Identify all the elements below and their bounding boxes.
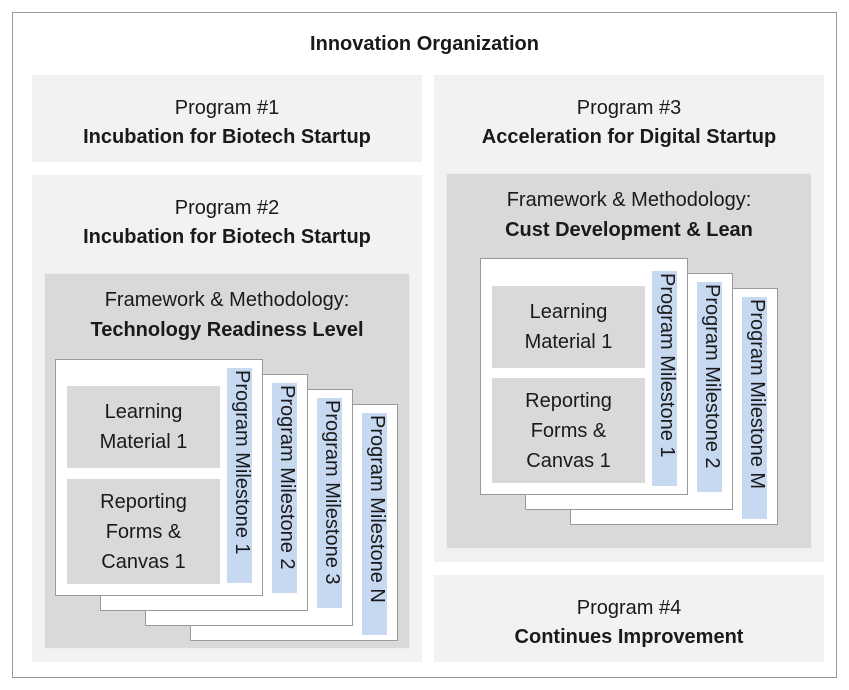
milestone-left-2-label: Program Milestone 2 xyxy=(272,383,297,593)
milestone-left-3-label: Program Milestone 3 xyxy=(317,398,342,608)
framework-right-label: Framework & Methodology: xyxy=(506,189,752,211)
reporting-forms-right: Reporting Forms & Canvas 1 xyxy=(492,378,645,483)
milestone-right-1-label: Program Milestone 1 xyxy=(652,271,677,486)
milestone-left-n-label: Program Milestone N xyxy=(362,413,387,635)
program-1-panel: Program #1 Incubation for Biotech Startu… xyxy=(32,75,422,162)
program-2-number: Program #2 xyxy=(174,197,280,219)
framework-right-name: Cust Development & Lean xyxy=(505,219,753,241)
milestone-card-left-1: Program Milestone 1 Learning Material 1 … xyxy=(55,359,263,596)
milestone-card-right-1: Program Milestone 1 Learning Material 1 … xyxy=(480,258,688,495)
program-1-number: Program #1 xyxy=(174,97,280,119)
program-3-name: Acceleration for Digital Startup xyxy=(481,126,777,148)
milestone-right-m-label: Program Milestone M xyxy=(742,297,767,519)
program-3-number: Program #3 xyxy=(576,97,682,119)
framework-left-label: Framework & Methodology: xyxy=(104,289,350,311)
program-1-name: Incubation for Biotech Startup xyxy=(83,126,371,148)
program-4-panel: Program #4 Continues Improvement xyxy=(434,575,824,662)
framework-left-name: Technology Readiness Level xyxy=(90,319,364,341)
learning-material-right: Learning Material 1 xyxy=(492,286,645,368)
program-4-name: Continues Improvement xyxy=(514,626,744,648)
learning-material-left: Learning Material 1 xyxy=(67,386,220,468)
milestone-left-1-label: Program Milestone 1 xyxy=(227,368,252,583)
program-4-number: Program #4 xyxy=(576,597,682,619)
program-2-name: Incubation for Biotech Startup xyxy=(83,226,371,248)
milestone-right-2-label: Program Milestone 2 xyxy=(697,282,722,492)
diagram-title: Innovation Organization xyxy=(310,33,539,55)
reporting-forms-left: Reporting Forms & Canvas 1 xyxy=(67,479,220,584)
